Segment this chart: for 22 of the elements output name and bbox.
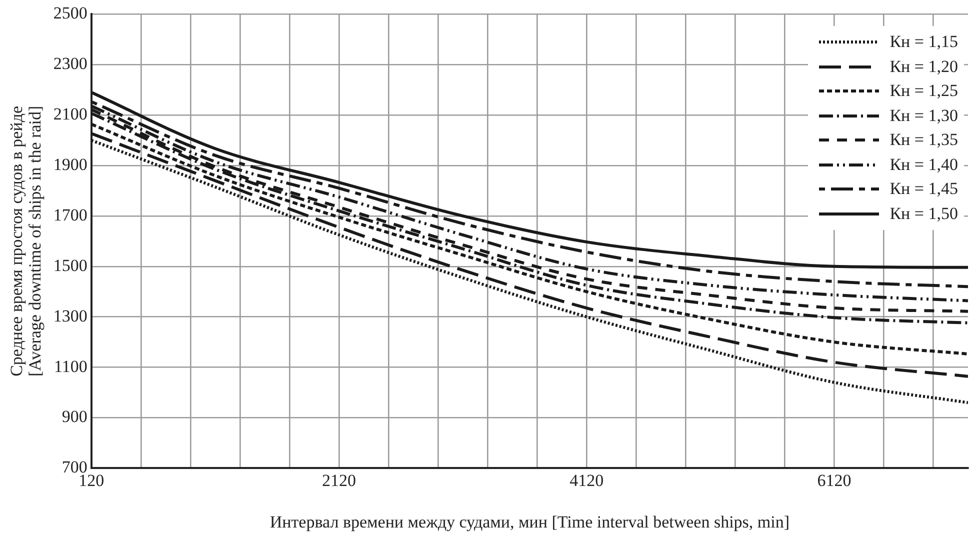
y-tick-label: 1900: [53, 155, 88, 174]
y-tick-label: 2100: [53, 104, 88, 124]
y-tick-label: 1700: [53, 205, 88, 224]
legend-label: Кн = 1,20: [890, 56, 958, 77]
x-axis-title: Интервал времени между судами, мин [Time interval between ships, min]: [270, 512, 790, 532]
y-tick-label: 900: [62, 407, 88, 426]
y-tick-label: 1300: [53, 306, 88, 326]
legend-label: Кн = 1,40: [890, 154, 958, 175]
legend-label: Кн = 1,30: [890, 106, 958, 126]
y-tick-label: 2500: [53, 4, 88, 23]
legend-label: Кн = 1,15: [890, 32, 958, 52]
y-tick-label: 1100: [54, 356, 88, 376]
legend-label: Кн = 1,50: [890, 204, 958, 224]
legend-label: Кн = 1,45: [890, 179, 958, 200]
y-axis-title: Среднее время простоя судов в рейде [Average downtime of ships in the raid]: [6, 106, 45, 377]
x-tick-label: 6120: [817, 470, 852, 490]
y-tick-label: 1500: [53, 256, 88, 275]
y-tick-label: 2300: [53, 54, 88, 74]
legend-label: Кн = 1,35: [890, 130, 958, 150]
x-tick-label: 2120: [322, 470, 356, 490]
x-tick-label: 4120: [570, 470, 604, 490]
legend-label: Кн = 1,25: [890, 81, 958, 102]
